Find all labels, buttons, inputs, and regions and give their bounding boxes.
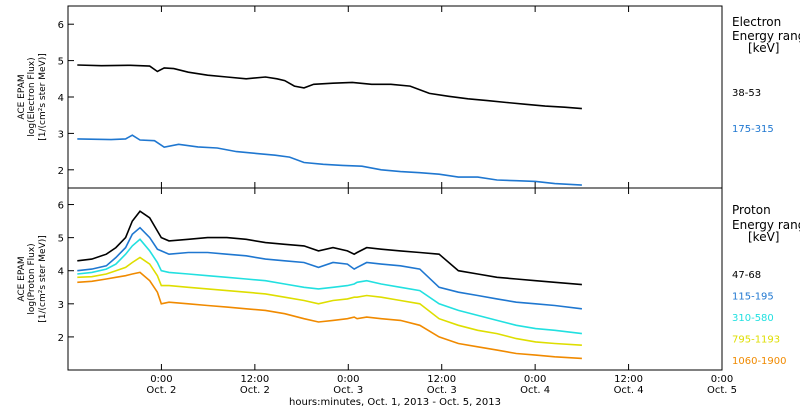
series-line-795-1193	[77, 256, 582, 346]
x-tick-time-label: 12:00	[427, 374, 456, 385]
legend-entry-795-1193: 795-1193	[732, 335, 780, 346]
proton-ylabel-line-3: [1/(cm²s ster MeV)]	[38, 235, 48, 322]
y-tick-label: 3	[58, 129, 64, 140]
x-tick-day-label: Oct. 2	[240, 385, 270, 396]
y-tick-label: 2	[58, 333, 64, 344]
series-line-47-68	[77, 210, 582, 286]
proton-legend-title-2: Energy ranges	[732, 218, 800, 232]
x-axis-label: hours:minutes, Oct. 1, 2013 - Oct. 5, 20…	[289, 397, 501, 408]
y-tick-label: 4	[58, 267, 64, 278]
y-tick-label: 3	[58, 300, 64, 311]
y-tick-label: 5	[58, 234, 64, 245]
legend-entry-47-68: 47-68	[732, 270, 761, 281]
x-tick-day-label: Oct. 2	[146, 385, 176, 396]
series-line-38-53	[77, 64, 582, 110]
x-tick-time-label: 0:00	[337, 374, 359, 385]
electron-legend: 38-53 175-315	[732, 88, 774, 135]
electron-plot-frame	[67, 5, 723, 189]
legend-entry-115-195: 115-195	[732, 292, 774, 303]
electron-legend-title-2: Energy ranges	[732, 29, 800, 43]
x-tick-day-label: Oct. 3	[333, 385, 363, 396]
proton-legend: 47-68 115-195 310-580 795-1193 1060-1900	[732, 270, 787, 367]
proton-panel: 2 3 4 5 6 ACE EPAM log(Proton Flux) [1/(cm²s…	[17, 187, 800, 371]
proton-ylabel-line-2: log(Proton Flux)	[27, 243, 37, 314]
proton-plot-frame	[67, 187, 723, 371]
electron-y-axis: 2 3 4 5 6	[58, 20, 74, 177]
proton-ylabel-line-1: ACE EPAM	[17, 256, 27, 301]
series-line-175-315	[77, 134, 582, 186]
electron-ylabel-line-2: log(Electron Flux)	[27, 57, 37, 136]
x-tick-time-label: 12:00	[614, 374, 643, 385]
legend-entry-310-580: 310-580	[732, 313, 774, 324]
legend-entry-38-53: 38-53	[732, 88, 761, 99]
electron-series-group	[77, 64, 582, 186]
electron-ylabel-line-3: [1/(cm²s ster MeV)]	[38, 53, 48, 140]
x-tick-day-label: Oct. 4	[614, 385, 644, 396]
series-line-310-580	[77, 238, 582, 335]
series-line-1060-1900	[77, 271, 582, 360]
series-line-115-195	[77, 226, 582, 310]
electron-legend-title-1: Electron	[732, 15, 781, 29]
electron-ylabel-line-1: ACE EPAM	[17, 74, 27, 119]
y-tick-label: 5	[58, 57, 64, 68]
electron-panel: 2 3 4 5 6 ACE EPAM log(Electron Flux) [1/(cm…	[17, 5, 800, 189]
x-tick-time-label: 0:00	[524, 374, 546, 385]
x-tick-time-label: 0:00	[150, 374, 172, 385]
legend-entry-175-315: 175-315	[732, 124, 774, 135]
x-tick-day-label: Oct. 5	[707, 385, 737, 396]
x-tick-day-label: Oct. 3	[427, 385, 457, 396]
proton-y-axis: 2 3 4 5 6	[58, 201, 74, 344]
x-tick-time-label: 0:00	[711, 374, 733, 385]
proton-legend-title-3: [keV]	[748, 230, 779, 244]
y-tick-label: 4	[58, 93, 64, 104]
proton-legend-title-1: Proton	[732, 203, 771, 217]
electron-legend-title-3: [keV]	[748, 41, 779, 55]
legend-entry-1060-1900: 1060-1900	[732, 356, 787, 367]
y-tick-label: 6	[58, 201, 64, 212]
x-tick-day-label: Oct. 4	[520, 385, 550, 396]
y-tick-label: 2	[58, 166, 64, 177]
proton-series-group	[77, 210, 582, 360]
y-tick-label: 6	[58, 20, 64, 31]
x-tick-time-label: 12:00	[240, 374, 269, 385]
